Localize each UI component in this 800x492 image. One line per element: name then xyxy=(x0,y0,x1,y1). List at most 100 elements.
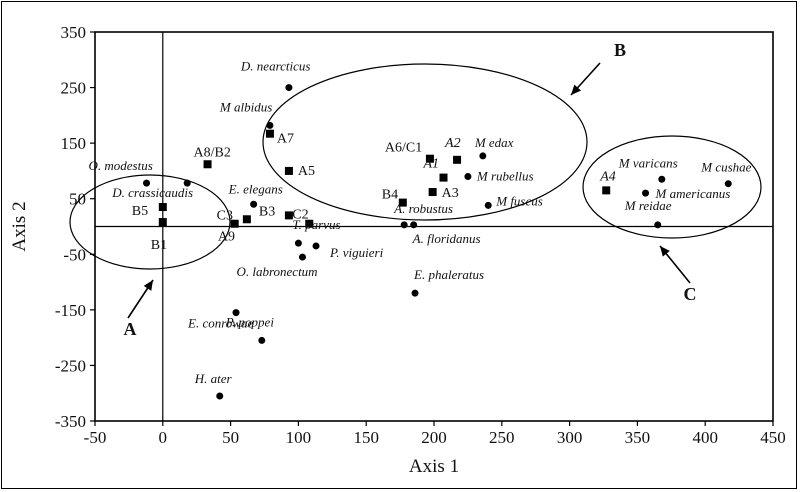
y-axis-title: Axis 2 xyxy=(9,201,30,251)
species-label: M edax xyxy=(474,135,514,150)
site-label: C2 xyxy=(292,208,308,223)
species-point xyxy=(411,289,419,297)
species-label: P. viguieri xyxy=(329,245,384,260)
y-tick-label: -50 xyxy=(63,245,86,264)
species-point xyxy=(285,84,293,92)
species-label: H. ater xyxy=(194,371,233,386)
species-point xyxy=(724,180,732,188)
species-label: A. floridanus xyxy=(412,231,481,246)
species-label: E. elegans xyxy=(228,181,283,196)
x-tick-label: 0 xyxy=(159,428,168,447)
site-point xyxy=(242,215,251,224)
species-point xyxy=(298,253,306,261)
species-label: M rubellus xyxy=(476,168,534,183)
group-ellipse-b xyxy=(262,63,588,221)
site-point xyxy=(284,166,293,175)
y-tick-label: 250 xyxy=(61,79,87,98)
y-tick-label: 350 xyxy=(61,23,87,42)
group-arrowhead-b xyxy=(571,84,582,95)
species-label: M fuscus xyxy=(495,193,543,208)
axes-layer: -50 0 50 100 150 200 250 300 350 400 450 350 250 150 5… xyxy=(55,23,786,447)
species-label: A. robustus xyxy=(393,201,453,216)
site-label: B3 xyxy=(259,204,275,219)
site-point xyxy=(453,155,462,164)
x-tick-label: 100 xyxy=(286,428,312,447)
species-point xyxy=(294,239,302,247)
species-point xyxy=(479,152,487,160)
site-point xyxy=(439,173,448,182)
site-label: B4 xyxy=(382,188,398,203)
species-label: D. nearcticus xyxy=(240,59,311,74)
site-label: B1 xyxy=(151,238,167,253)
site-label: A9 xyxy=(218,229,235,244)
group-label-c: C xyxy=(684,284,697,304)
site-point xyxy=(305,219,314,228)
y-tick-label: 50 xyxy=(69,190,86,209)
site-label: A6/C1 xyxy=(385,141,422,156)
species-label: T. parvus xyxy=(292,217,340,232)
site-label: A2 xyxy=(444,136,461,151)
species-point xyxy=(410,221,418,229)
site-point xyxy=(158,218,167,227)
point-labels: D. nearcticus M albidus O. modestus D. cras… xyxy=(89,59,752,386)
species-point xyxy=(658,175,666,183)
site-point xyxy=(398,198,407,207)
x-tick-label: 150 xyxy=(353,428,379,447)
species-point xyxy=(654,221,662,229)
site-point xyxy=(602,186,611,195)
species-label: M americanus xyxy=(655,186,731,201)
species-label: O. labronectum xyxy=(236,264,317,279)
group-ellipse-a xyxy=(69,174,231,270)
x-tick-label: 450 xyxy=(760,428,786,447)
species-point xyxy=(400,221,408,229)
species-point xyxy=(216,392,224,400)
y-tick-label: -250 xyxy=(55,356,86,375)
y-tick-label: -150 xyxy=(55,301,86,320)
species-point xyxy=(183,179,191,187)
data-points xyxy=(143,84,732,400)
site-point xyxy=(265,129,274,138)
x-tick-label: 350 xyxy=(625,428,651,447)
group-label-a: A xyxy=(124,319,137,339)
x-axis-title: Axis 1 xyxy=(409,456,459,477)
species-label: D. crassicaudis xyxy=(111,185,193,200)
x-tick-label: 250 xyxy=(489,428,515,447)
x-tick-label: 50 xyxy=(222,428,239,447)
site-label: A3 xyxy=(442,186,459,201)
site-point xyxy=(425,154,434,163)
species-label: P. poppei xyxy=(225,314,275,329)
site-label: A1 xyxy=(422,157,439,172)
species-point xyxy=(143,179,151,187)
species-label: O. modestus xyxy=(89,158,153,173)
group-ellipses: A B C xyxy=(69,40,762,339)
y-tick-label: -350 xyxy=(55,412,86,431)
site-label: B5 xyxy=(132,204,148,219)
group-arrowhead-a xyxy=(143,280,153,291)
x-tick-label: 300 xyxy=(557,428,583,447)
species-label: E. conrowae xyxy=(187,316,253,331)
site-point xyxy=(230,219,239,228)
species-label: M varicans xyxy=(618,155,678,170)
site-label: A4 xyxy=(599,169,616,184)
group-arrowhead-c xyxy=(660,246,670,257)
y-tick-label: 150 xyxy=(61,134,87,153)
site-label: A7 xyxy=(277,132,294,147)
species-point xyxy=(464,172,472,180)
species-point xyxy=(232,309,240,317)
site-point xyxy=(158,203,167,212)
group-ellipse-c xyxy=(582,135,762,239)
site-point xyxy=(203,160,212,169)
x-tick-label: -50 xyxy=(84,428,107,447)
species-label: M cushae xyxy=(700,160,751,175)
species-point xyxy=(258,336,266,344)
site-label: A5 xyxy=(298,164,315,179)
site-label: A8/B2 xyxy=(194,145,231,160)
site-point xyxy=(284,211,293,220)
species-point xyxy=(266,121,274,129)
species-label: E. phaleratus xyxy=(413,267,484,282)
site-label: C3 xyxy=(217,209,233,224)
species-point xyxy=(312,242,320,250)
x-tick-label: 400 xyxy=(692,428,718,447)
